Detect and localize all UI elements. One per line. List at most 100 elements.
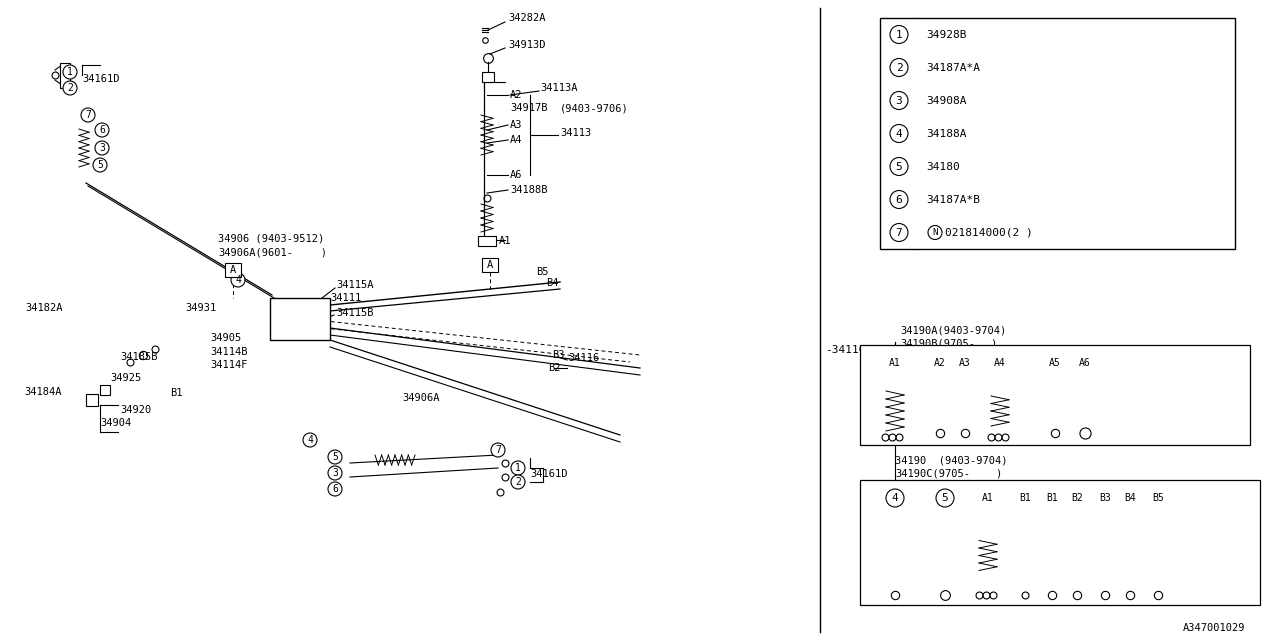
Text: 7: 7 <box>495 445 500 455</box>
Text: 34190A(9403-9704): 34190A(9403-9704) <box>900 325 1006 335</box>
Text: 5: 5 <box>942 493 948 503</box>
Circle shape <box>95 123 109 137</box>
Text: 34928B: 34928B <box>925 29 966 40</box>
Text: 34180: 34180 <box>925 161 960 172</box>
Text: A4: A4 <box>995 358 1006 368</box>
Text: A347001029: A347001029 <box>1183 623 1245 633</box>
Text: 7: 7 <box>84 110 91 120</box>
Circle shape <box>890 92 908 109</box>
Text: A2: A2 <box>934 358 946 368</box>
Text: 5: 5 <box>896 161 902 172</box>
Text: 1: 1 <box>515 463 521 473</box>
Text: 5: 5 <box>97 160 102 170</box>
Circle shape <box>230 273 244 287</box>
Text: A2: A2 <box>509 90 522 100</box>
Text: B5: B5 <box>1152 493 1164 503</box>
Text: 34182A: 34182A <box>26 303 63 313</box>
Text: B1: B1 <box>1046 493 1057 503</box>
Text: 2: 2 <box>896 63 902 72</box>
Text: 4: 4 <box>236 275 241 285</box>
Circle shape <box>928 225 942 239</box>
Text: 34187A*A: 34187A*A <box>925 63 980 72</box>
Text: 34906 (9403-9512): 34906 (9403-9512) <box>218 233 324 243</box>
Bar <box>483 258 498 272</box>
Bar <box>860 480 1260 605</box>
Circle shape <box>890 157 908 175</box>
Text: 7: 7 <box>896 227 902 237</box>
Text: 2: 2 <box>67 83 73 93</box>
Circle shape <box>511 475 525 489</box>
Text: ): ) <box>320 247 326 257</box>
Text: 021814000(2 ): 021814000(2 ) <box>945 227 1033 237</box>
Circle shape <box>890 26 908 44</box>
Bar <box>483 72 494 82</box>
Text: 34161D: 34161D <box>82 74 119 84</box>
Bar <box>60 63 70 88</box>
Circle shape <box>328 450 342 464</box>
Text: 2: 2 <box>515 477 521 487</box>
Text: 34908A: 34908A <box>925 95 966 106</box>
Text: 34920: 34920 <box>120 405 151 415</box>
Circle shape <box>890 223 908 241</box>
Text: B1: B1 <box>1019 493 1030 503</box>
Text: 34190  (9403-9704): 34190 (9403-9704) <box>895 455 1007 465</box>
Text: 3: 3 <box>332 468 338 478</box>
Bar <box>881 18 1235 249</box>
Text: 34188B: 34188B <box>509 185 548 195</box>
Text: 34190B(9705-: 34190B(9705- <box>900 338 975 348</box>
Text: ): ) <box>989 338 996 348</box>
Text: 4: 4 <box>892 493 899 503</box>
Text: 34190C(9705-: 34190C(9705- <box>895 468 970 478</box>
Text: 34114F: 34114F <box>210 360 247 370</box>
Circle shape <box>492 443 506 457</box>
Circle shape <box>936 489 954 507</box>
Circle shape <box>303 433 317 447</box>
Circle shape <box>63 81 77 95</box>
Bar <box>477 236 497 246</box>
Bar <box>225 263 241 277</box>
Text: 34904: 34904 <box>100 418 132 428</box>
Text: 4: 4 <box>896 129 902 138</box>
Text: 34113A: 34113A <box>540 83 577 93</box>
Text: 34931: 34931 <box>186 303 216 313</box>
Text: 6: 6 <box>99 125 105 135</box>
Text: -34110: -34110 <box>826 345 865 355</box>
Text: A4: A4 <box>509 135 522 145</box>
Text: A1: A1 <box>982 493 993 503</box>
Text: 1: 1 <box>67 67 73 77</box>
Text: 34114B: 34114B <box>210 347 247 357</box>
Text: 6: 6 <box>332 484 338 494</box>
Text: A5: A5 <box>1050 358 1061 368</box>
Text: 34161D: 34161D <box>530 469 567 479</box>
Text: 34188A: 34188A <box>925 129 966 138</box>
Text: A6: A6 <box>1079 358 1091 368</box>
Circle shape <box>81 108 95 122</box>
Text: B1: B1 <box>170 388 183 398</box>
Text: A1: A1 <box>890 358 901 368</box>
Text: 3: 3 <box>896 95 902 106</box>
Circle shape <box>890 191 908 209</box>
Bar <box>270 298 330 340</box>
Text: 34111: 34111 <box>330 293 361 303</box>
Text: 34906A: 34906A <box>402 393 439 403</box>
Text: A6: A6 <box>509 170 522 180</box>
Text: 1: 1 <box>896 29 902 40</box>
Text: 34115B: 34115B <box>337 308 374 318</box>
Text: 34115A: 34115A <box>337 280 374 290</box>
Text: 6: 6 <box>896 195 902 205</box>
Text: B3: B3 <box>1100 493 1111 503</box>
Text: 3: 3 <box>99 143 105 153</box>
Text: A1: A1 <box>499 236 512 246</box>
Text: B4: B4 <box>1124 493 1135 503</box>
Circle shape <box>93 158 108 172</box>
Circle shape <box>328 482 342 496</box>
Circle shape <box>63 65 77 79</box>
Circle shape <box>890 58 908 77</box>
Text: 4: 4 <box>307 435 312 445</box>
Circle shape <box>328 466 342 480</box>
Text: B2: B2 <box>548 363 561 373</box>
Circle shape <box>95 141 109 155</box>
Text: 34917B: 34917B <box>509 103 548 113</box>
Text: 34282A: 34282A <box>508 13 545 23</box>
Text: A: A <box>486 260 493 270</box>
